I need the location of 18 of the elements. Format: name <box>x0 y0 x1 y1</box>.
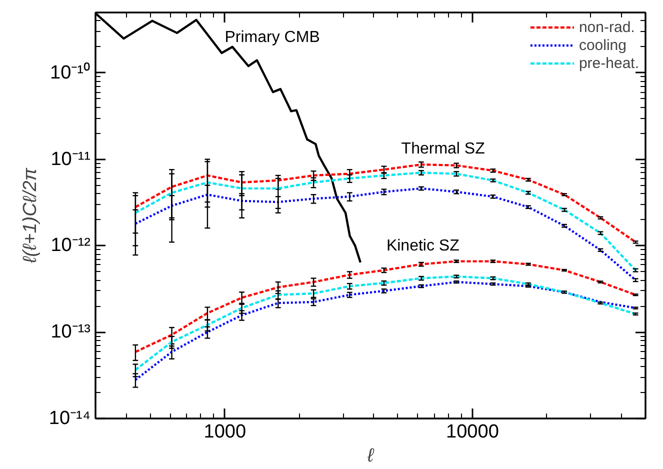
annotation: Primary CMB <box>224 29 320 46</box>
y-tick-label: 10⁻¹³ <box>50 322 91 343</box>
y-tick-label: 10⁻¹⁰ <box>50 61 91 84</box>
x-tick-label: 10000 <box>446 422 499 442</box>
line-series <box>134 172 637 272</box>
y-tick-label: 10⁻¹⁴ <box>48 408 90 429</box>
annotation: Thermal SZ <box>401 140 486 158</box>
y-axis-title: ℓ(ℓ+1)Cℓ/2π <box>20 166 41 264</box>
x-tick-label: 1000 <box>204 422 246 442</box>
legend-label: non-rad. <box>578 18 635 36</box>
x-axis-title: ℓ <box>366 446 374 466</box>
legend-label: cooling <box>578 36 626 54</box>
line-series <box>134 260 637 353</box>
legend-label: pre-heat. <box>578 54 639 72</box>
line-series <box>134 187 637 282</box>
y-tick-label: 10⁻¹² <box>50 235 91 256</box>
annotation: Kinetic SZ <box>386 237 460 254</box>
y-tick-label: 10⁻¹¹ <box>50 148 91 170</box>
